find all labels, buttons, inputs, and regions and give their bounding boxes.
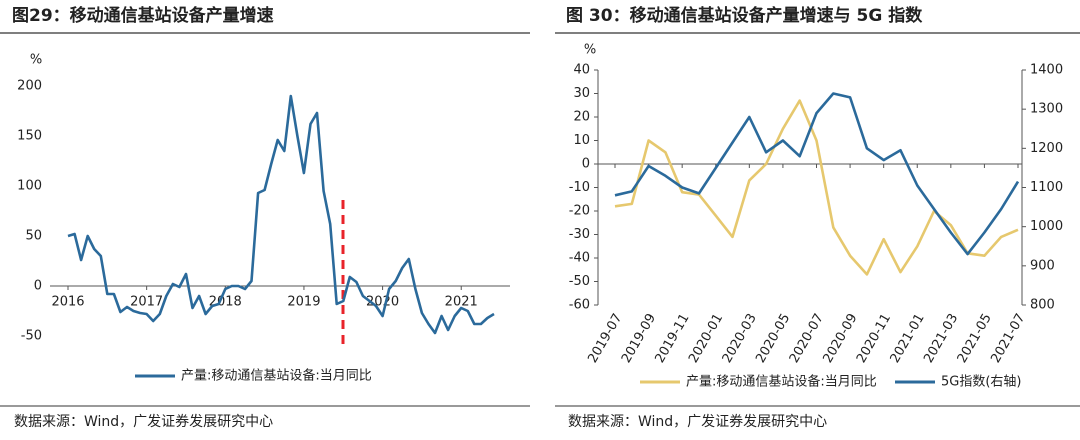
y-tick-label: -40 bbox=[569, 251, 590, 266]
y-tick-label: -50 bbox=[21, 329, 42, 344]
y-tick-label: -20 bbox=[569, 204, 590, 219]
chart-title: 图 30：移动通信基站设备产量增速与 5G 指数 bbox=[566, 5, 923, 26]
legend-label: 5G指数(右轴) bbox=[941, 375, 1022, 390]
x-tick-label: 2017 bbox=[130, 295, 163, 310]
y-tick-label: -30 bbox=[569, 227, 590, 242]
y-tick-label: 150 bbox=[17, 129, 42, 144]
y-tick-label: 40 bbox=[573, 63, 590, 78]
y-unit: % bbox=[30, 53, 42, 68]
y-tick-label: 50 bbox=[25, 229, 42, 244]
source: 数据来源：Wind，广发证券发展研究中心 bbox=[14, 414, 273, 430]
y-tick-label: 0 bbox=[34, 279, 42, 294]
y2-tick-label: 800 bbox=[1030, 298, 1055, 313]
y-unit: % bbox=[584, 43, 596, 58]
y2-tick-label: 1400 bbox=[1030, 63, 1063, 78]
x-tick-label: 2021 bbox=[445, 295, 478, 310]
series-line bbox=[67, 94, 495, 335]
y2-tick-label: 1100 bbox=[1030, 180, 1063, 195]
series-line bbox=[614, 99, 1019, 276]
y2-tick-label: 1300 bbox=[1030, 102, 1063, 117]
legend-label: 产量:移动通信基站设备:当月同比 bbox=[181, 368, 372, 384]
x-tick-label: 2019 bbox=[287, 295, 320, 310]
y-tick-label: 200 bbox=[17, 79, 42, 94]
y2-tick-label: 1000 bbox=[1030, 219, 1063, 234]
y-tick-label: 0 bbox=[582, 157, 590, 172]
x-tick-label: 2016 bbox=[51, 295, 84, 310]
y-tick-label: 30 bbox=[573, 86, 590, 101]
y-tick-label: 20 bbox=[573, 110, 590, 125]
y-tick-label: -50 bbox=[569, 274, 590, 289]
x-tick-label: 2018 bbox=[209, 295, 242, 310]
source: 数据来源：Wind，广发证券发展研究中心 bbox=[568, 414, 827, 430]
y-tick-label: -60 bbox=[569, 298, 590, 313]
legend-label: 产量:移动通信基站设备:当月同比 bbox=[686, 374, 877, 390]
chart-title: 图29：移动通信基站设备产量增速 bbox=[12, 5, 274, 26]
series-line bbox=[614, 92, 1020, 256]
y2-tick-label: 900 bbox=[1030, 258, 1055, 273]
y-tick-label: 10 bbox=[573, 133, 590, 148]
y2-tick-label: 1200 bbox=[1030, 141, 1063, 156]
y-tick-label: -10 bbox=[569, 180, 590, 195]
y-tick-label: 100 bbox=[17, 179, 42, 194]
